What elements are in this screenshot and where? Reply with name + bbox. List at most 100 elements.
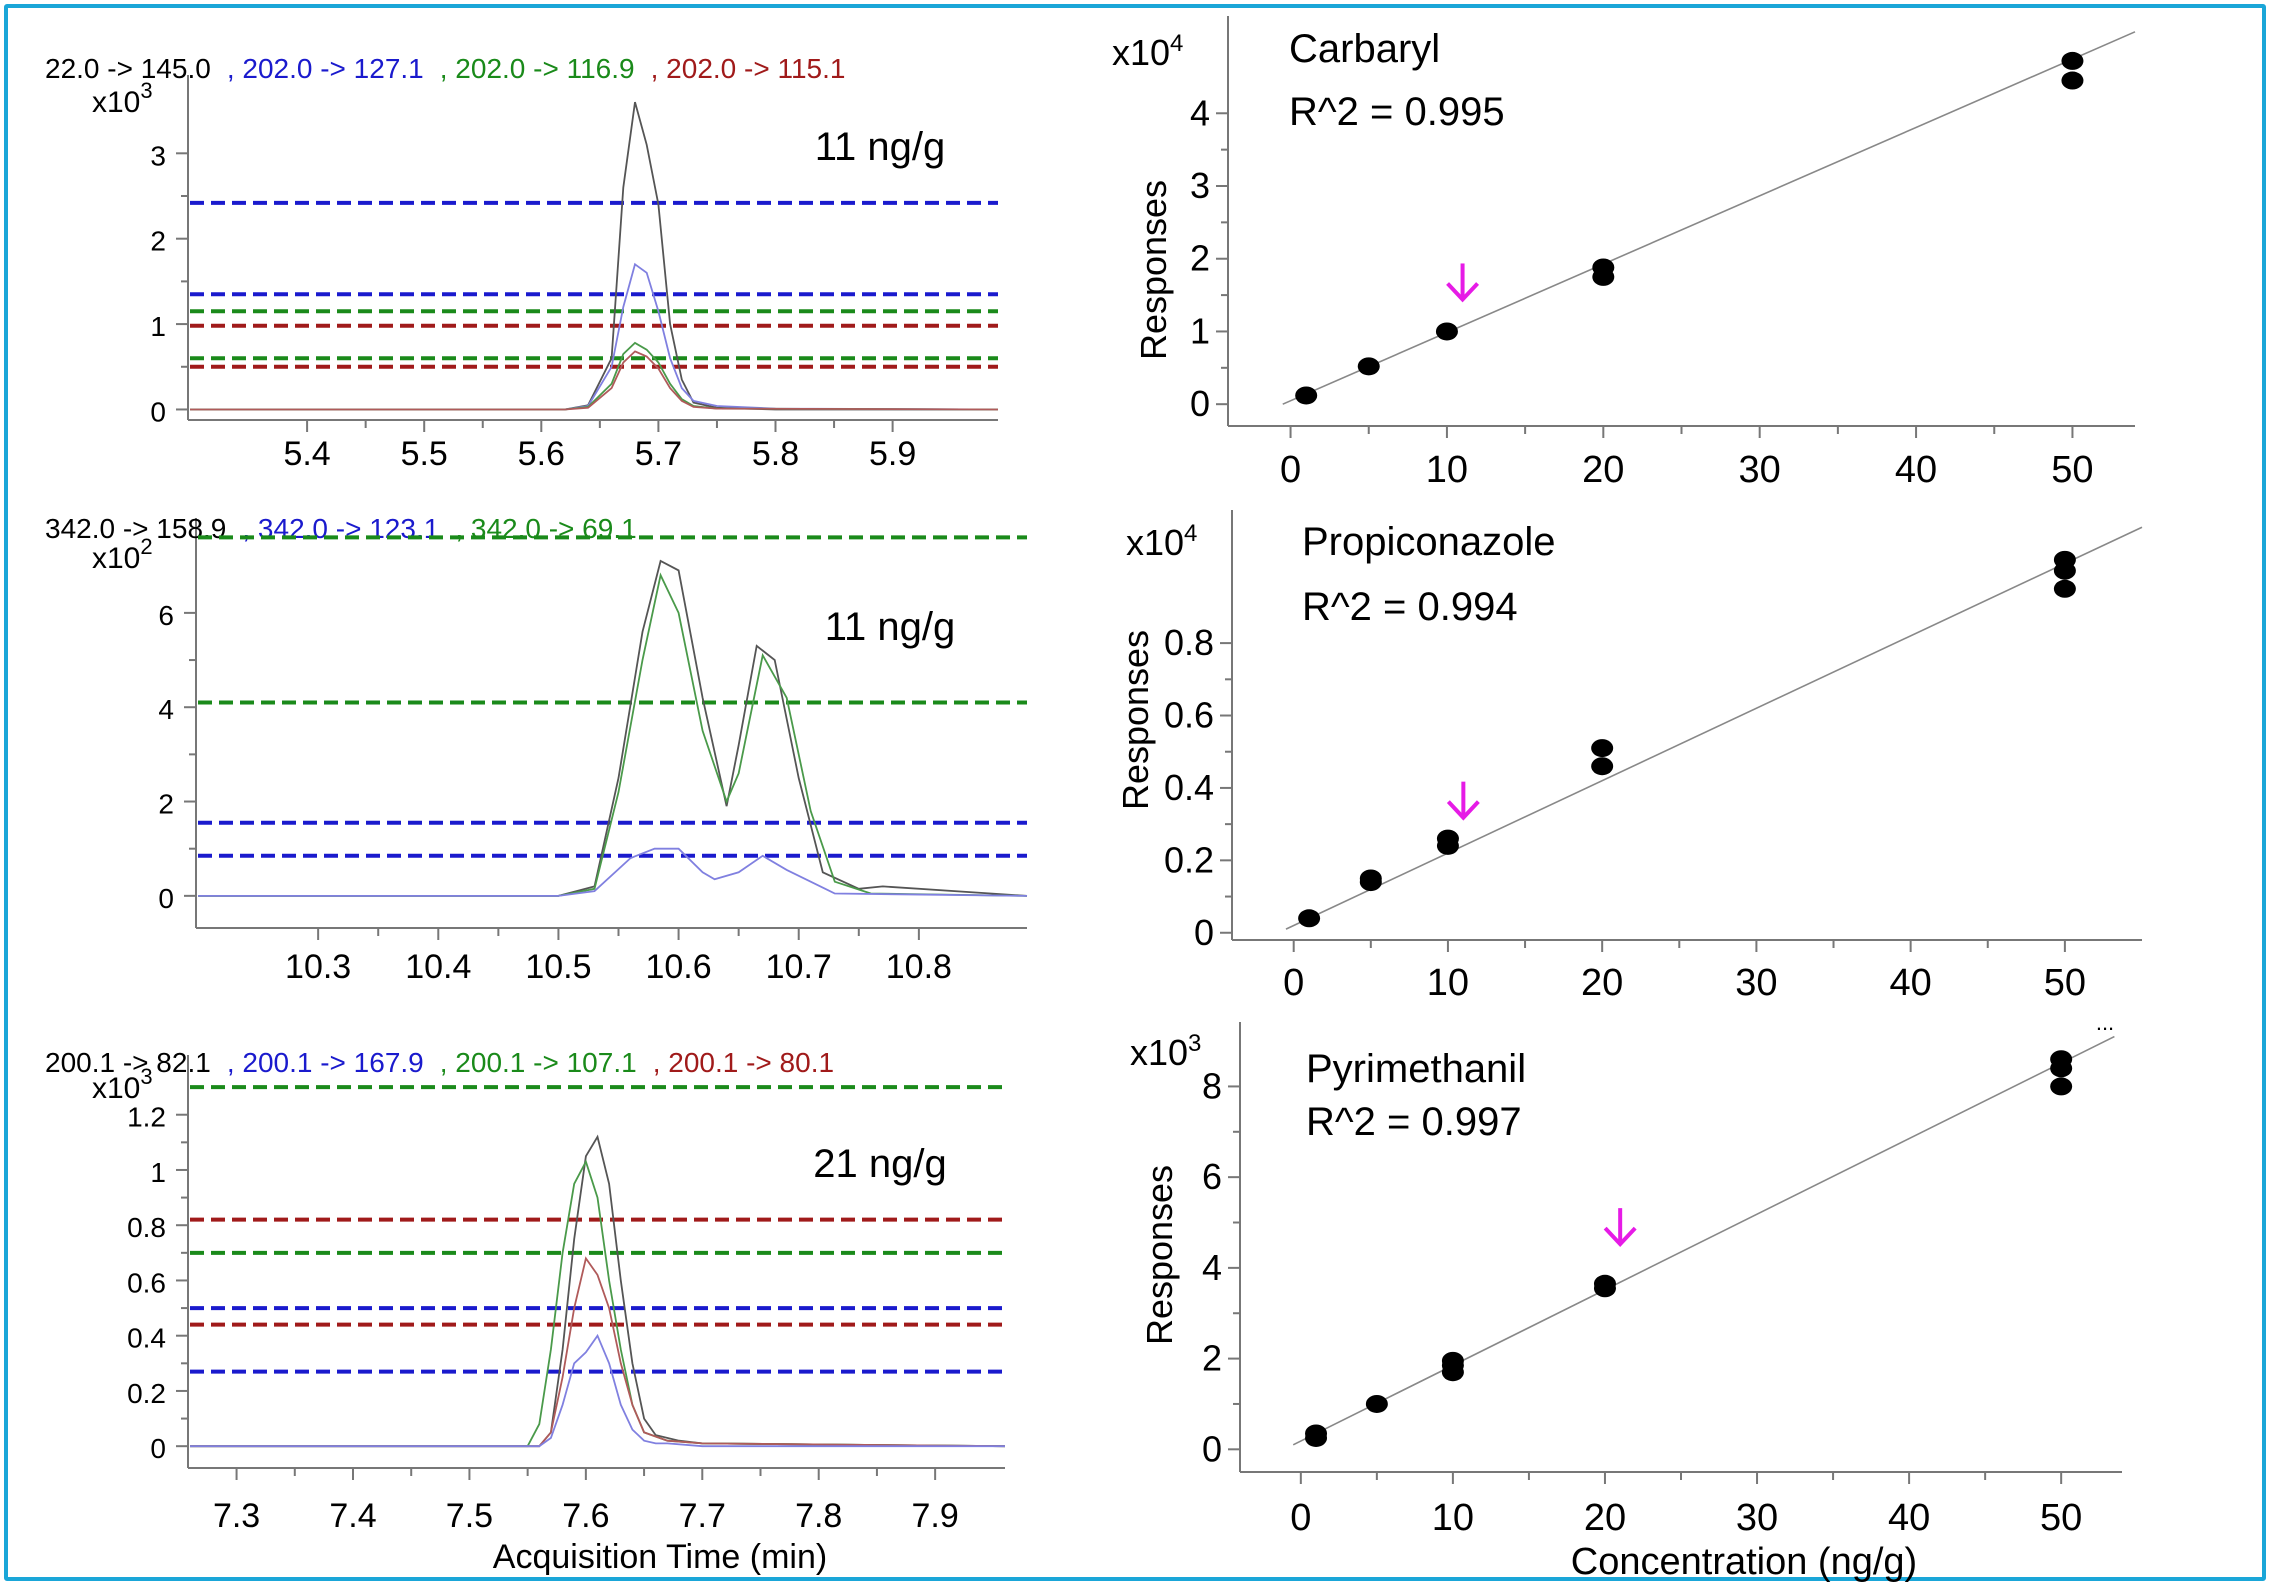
x-tick-label: 7.6 <box>562 1497 609 1535</box>
x-axis-title-calibration: Concentration (ng/g) <box>1571 1541 1917 1583</box>
concentration-annotation: 11 ng/g <box>815 125 946 169</box>
ion-trace-2 <box>190 262 999 411</box>
chromatogram-3-chart: 00.20.40.60.811.27.3 7.4 7.5 7.6 7.7 7.8 7.9x1… <box>45 1047 1006 1535</box>
figure-frame <box>4 4 2266 1581</box>
x-tick-label: 5.4 <box>283 435 330 473</box>
data-point <box>1591 739 1614 758</box>
legend-entry: 342.0 -> 158.9 <box>45 513 226 544</box>
y-tick-label: 0 <box>158 883 174 914</box>
x-tick-label: 10 <box>1426 449 1468 491</box>
y-multiplier-exponent: 3 <box>1188 1030 1201 1057</box>
x-tick-label: 50 <box>2051 449 2093 491</box>
x-tick-label: 5.7 <box>635 435 682 473</box>
y-tick-label: 3 <box>150 140 166 171</box>
y-multiplier-exponent: 3 <box>140 1064 152 1089</box>
arrow-marker-icon <box>1446 263 1480 303</box>
ion-trace-2 <box>190 1159 1006 1448</box>
y-tick-label: 1 <box>150 1157 166 1188</box>
fit-line <box>1292 1035 2115 1446</box>
data-point <box>2053 561 2076 580</box>
r-squared-label: R^2 = 0.997 <box>1306 1100 1522 1144</box>
compound-name: Carbaryl <box>1289 27 1440 71</box>
calibration-2-chart: 0 0.2 0.4 0.6 0.8 0 10 20 30 40 50 x104 Propiconazol… <box>1115 510 2143 1004</box>
y-tick-label: 4 <box>1190 92 1210 133</box>
legend-entry: 200.1 -> 82.1 <box>45 1047 211 1078</box>
y-multiplier-label: x103 <box>1130 1030 1201 1073</box>
x-tick-label: 40 <box>1890 962 1932 1004</box>
y-tick-label: 6 <box>158 600 174 631</box>
x-tick-label: 10.5 <box>525 948 591 986</box>
y-axis-title: Responses <box>1139 1165 1180 1345</box>
x-tick-label: 50 <box>2040 1497 2082 1539</box>
arrow-marker-icon <box>1446 781 1480 821</box>
legend-entry: , 202.0 -> 115.1 <box>651 53 846 84</box>
y-tick-label: 0.2 <box>1164 839 1214 880</box>
fit-line <box>1285 526 2143 930</box>
x-tick-label: 7.7 <box>679 1497 726 1535</box>
x-tick-label: 7.4 <box>329 1497 376 1535</box>
ion-trace-1 <box>190 101 998 411</box>
data-point <box>1591 757 1614 776</box>
y-tick-label: 0.8 <box>1164 622 1214 663</box>
y-tick-label: 0 <box>1202 1428 1222 1469</box>
y-multiplier-label: x104 <box>1112 30 1183 73</box>
ion-trace-4 <box>190 1333 1005 1448</box>
y-tick-label: 4 <box>1202 1247 1222 1288</box>
legend-entry: , 200.1 -> 107.1 <box>440 1047 637 1078</box>
data-point <box>1435 322 1458 341</box>
ion-trace-1 <box>198 559 1028 897</box>
legend-entry: 22.0 -> 145.0 <box>45 53 211 84</box>
fit-line <box>1282 31 2136 405</box>
y-tick-label: 8 <box>1202 1065 1222 1106</box>
data-point <box>2061 51 2084 70</box>
concentration-annotation: 11 ng/g <box>825 605 956 649</box>
legend-entry: , 200.1 -> 167.9 <box>227 1047 424 1078</box>
legend: 200.1 -> 82.1 , 200.1 -> 167.9 , 200.1 -> … <box>45 1047 834 1078</box>
x-tick-label: 7.8 <box>795 1497 842 1535</box>
y-tick-label: 0.6 <box>1164 695 1214 736</box>
y-tick-label: 0.6 <box>127 1267 166 1298</box>
arrow-marker-icon <box>1603 1208 1637 1248</box>
data-point <box>2050 1050 2073 1069</box>
ellipsis-mark: ... <box>2096 1010 2114 1035</box>
y-axis-title: Responses <box>1133 180 1174 360</box>
y-tick-label: 1 <box>150 311 166 342</box>
y-multiplier-exponent: 2 <box>140 534 152 559</box>
data-point <box>1436 829 1459 848</box>
y-tick-label: 2 <box>1190 238 1210 279</box>
x-tick-label: 5.6 <box>518 435 565 473</box>
x-tick-label: 10.3 <box>285 948 351 986</box>
y-tick-label: 1.2 <box>127 1102 166 1133</box>
data-point <box>1298 909 1321 928</box>
data-point <box>2050 1077 2073 1096</box>
legend: 22.0 -> 145.0 , 202.0 -> 127.1 , 202.0 -> … <box>45 53 845 84</box>
ion-trace-3 <box>190 341 999 411</box>
y-tick-label: 0 <box>150 1433 166 1464</box>
y-tick-label: 2 <box>150 226 166 257</box>
x-tick-label: 20 <box>1582 449 1624 491</box>
r-squared-label: R^2 = 0.995 <box>1289 90 1505 134</box>
x-tick-label: 40 <box>1895 449 1937 491</box>
ion-trace-3 <box>190 1256 1006 1448</box>
data-point <box>1365 1394 1388 1413</box>
y-multiplier-label: x104 <box>1126 520 1197 563</box>
x-tick-label: 7.9 <box>912 1497 959 1535</box>
arrow-head <box>1446 800 1480 821</box>
y-tick-label: 2 <box>1202 1338 1222 1379</box>
r-squared-label: R^2 = 0.994 <box>1302 585 1518 629</box>
x-tick-label: 30 <box>1739 449 1781 491</box>
x-tick-label: 0 <box>1283 962 1304 1004</box>
legend: 342.0 -> 158.9, 342.0 -> 123.1, 342.0 ->… <box>45 513 637 544</box>
y-tick-label: 0 <box>150 396 166 427</box>
y-multiplier-label: x103 <box>92 78 153 119</box>
concentration-annotation: 21 ng/g <box>813 1142 946 1186</box>
calibration-3-chart: 0 2 4 6 8 0 10 20 30 40 50 x103 Pyrimethanil R^2 = 0.… <box>1130 1022 2122 1539</box>
y-tick-label: 0 <box>1194 912 1214 953</box>
x-tick-label: 10.8 <box>886 948 952 986</box>
x-tick-label: 50 <box>2044 962 2086 1004</box>
y-tick-label: 0 <box>1190 383 1210 424</box>
data-point <box>1295 386 1318 405</box>
